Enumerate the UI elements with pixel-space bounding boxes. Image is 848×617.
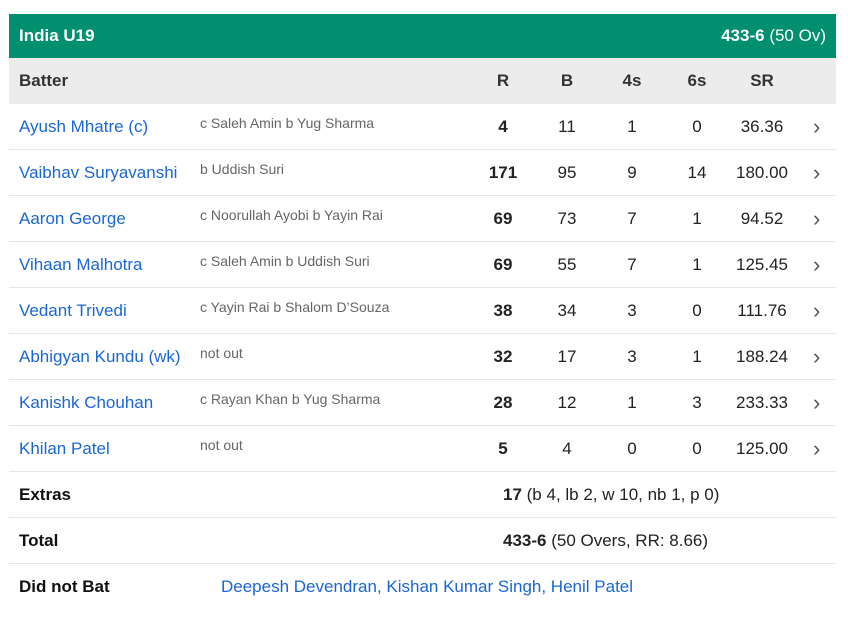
extras-label: Extras bbox=[19, 484, 71, 504]
total-score: 433-6 bbox=[503, 530, 547, 550]
col-6s: 6s bbox=[687, 71, 707, 90]
batter-row[interactable]: Aaron George c Noorullah Ayobi b Yayin R… bbox=[9, 196, 836, 242]
fours: 9 bbox=[627, 162, 637, 182]
col-r: R bbox=[496, 71, 510, 90]
strike-rate: 233.33 bbox=[736, 392, 788, 412]
scorecard: India U19 433-6 (50 Ov) Batter R B 4s 6s… bbox=[9, 14, 836, 610]
balls: 34 bbox=[557, 300, 577, 320]
chevron-right-icon[interactable]: › bbox=[813, 389, 821, 415]
col-4s: 4s bbox=[622, 71, 642, 90]
fours: 7 bbox=[627, 208, 637, 228]
batter-name[interactable]: Vihaan Malhotra bbox=[19, 254, 143, 274]
batter-name[interactable]: Kanishk Chouhan bbox=[19, 392, 154, 412]
batter-row[interactable]: Vedant Trivedi c Yayin Rai b Shalom D’So… bbox=[9, 288, 836, 334]
total-value: 433-6 (50 Overs, RR: 8.66) bbox=[503, 531, 708, 551]
batter-name[interactable]: Aaron George bbox=[19, 208, 126, 228]
sixes: 1 bbox=[692, 208, 702, 228]
runs: 32 bbox=[493, 346, 513, 366]
dismissal: c Saleh Amin b Uddish Suri bbox=[200, 252, 370, 269]
dismissal: c Saleh Amin b Yug Sharma bbox=[200, 114, 375, 131]
total-label: Total bbox=[19, 530, 59, 550]
chevron-right-icon[interactable]: › bbox=[813, 205, 821, 231]
strike-rate: 36.36 bbox=[740, 116, 784, 136]
fours: 3 bbox=[627, 346, 637, 366]
runs: 69 bbox=[493, 254, 513, 274]
dismissal: not out bbox=[200, 344, 243, 361]
sixes: 1 bbox=[692, 346, 702, 366]
batter-name[interactable]: Vaibhav Suryavanshi bbox=[19, 162, 178, 182]
balls: 95 bbox=[557, 162, 577, 182]
batter-row[interactable]: Khilan Patel not out 5 4 0 0 125.00 › bbox=[9, 426, 836, 472]
column-header-row: Batter R B 4s 6s SR bbox=[9, 58, 836, 104]
col-sr: SR bbox=[750, 71, 774, 90]
fours: 7 bbox=[627, 254, 637, 274]
sixes: 0 bbox=[692, 438, 702, 458]
fours: 3 bbox=[627, 300, 637, 320]
extras-total: 17 bbox=[503, 484, 522, 504]
balls: 4 bbox=[562, 438, 572, 458]
fours: 0 bbox=[627, 438, 637, 458]
chevron-right-icon[interactable]: › bbox=[813, 159, 821, 185]
strike-rate: 111.76 bbox=[737, 300, 787, 320]
sixes: 3 bbox=[692, 392, 702, 412]
overs: (50 Ov) bbox=[769, 26, 826, 45]
sixes: 14 bbox=[687, 162, 707, 182]
batter-name[interactable]: Khilan Patel bbox=[19, 438, 110, 458]
score-value: 433-6 bbox=[721, 26, 765, 45]
team-name: India U19 bbox=[19, 26, 95, 45]
balls: 17 bbox=[557, 346, 577, 366]
runs: 171 bbox=[488, 162, 518, 182]
strike-rate: 125.45 bbox=[736, 254, 788, 274]
runs: 4 bbox=[498, 116, 508, 136]
balls: 55 bbox=[557, 254, 577, 274]
sixes: 0 bbox=[692, 116, 702, 136]
col-batter: Batter bbox=[19, 71, 69, 90]
chevron-right-icon[interactable]: › bbox=[813, 435, 821, 461]
batter-name[interactable]: Abhigyan Kundu (wk) bbox=[19, 346, 181, 366]
team-score: 433-6 (50 Ov) bbox=[721, 26, 826, 46]
dismissal: c Noorullah Ayobi b Yayin Rai bbox=[200, 206, 383, 223]
chevron-right-icon[interactable]: › bbox=[813, 343, 821, 369]
total-detail: (50 Overs, RR: 8.66) bbox=[546, 530, 709, 550]
col-b: B bbox=[560, 71, 574, 90]
did-not-bat-players[interactable]: Deepesh Devendran, Kishan Kumar Singh, H… bbox=[221, 577, 634, 596]
strike-rate: 125.00 bbox=[736, 438, 788, 458]
dismissal: c Rayan Khan b Yug Sharma bbox=[200, 390, 381, 407]
balls: 73 bbox=[557, 208, 577, 228]
batter-name[interactable]: Ayush Mhatre (c) bbox=[19, 116, 149, 136]
runs: 5 bbox=[498, 438, 508, 458]
runs: 69 bbox=[493, 208, 513, 228]
extras-row: Extras 17 (b 4, lb 2, w 10, nb 1, p 0) bbox=[9, 472, 836, 518]
batter-row[interactable]: Abhigyan Kundu (wk) not out 32 17 3 1 18… bbox=[9, 334, 836, 380]
strike-rate: 94.52 bbox=[740, 208, 784, 228]
runs: 38 bbox=[493, 300, 513, 320]
chevron-right-icon[interactable]: › bbox=[813, 113, 821, 139]
batter-row[interactable]: Ayush Mhatre (c) c Saleh Amin b Yug Shar… bbox=[9, 104, 836, 150]
sixes: 0 bbox=[692, 300, 702, 320]
fours: 1 bbox=[627, 116, 637, 136]
team-header: India U19 433-6 (50 Ov) bbox=[9, 14, 836, 58]
runs: 28 bbox=[493, 392, 513, 412]
chevron-right-icon[interactable]: › bbox=[813, 297, 821, 323]
chevron-right-icon[interactable]: › bbox=[813, 251, 821, 277]
strike-rate: 180.00 bbox=[736, 162, 788, 182]
balls: 12 bbox=[557, 392, 577, 412]
did-not-bat-row: Did not Bat Deepesh Devendran, Kishan Ku… bbox=[9, 564, 836, 610]
did-not-bat-label: Did not Bat bbox=[19, 577, 110, 596]
dismissal: c Yayin Rai b Shalom D’Souza bbox=[200, 298, 390, 315]
batter-row[interactable]: Kanishk Chouhan c Rayan Khan b Yug Sharm… bbox=[9, 380, 836, 426]
strike-rate: 188.24 bbox=[736, 346, 788, 366]
fours: 1 bbox=[627, 392, 637, 412]
sixes: 1 bbox=[692, 254, 702, 274]
balls: 11 bbox=[558, 116, 576, 136]
batter-row[interactable]: Vihaan Malhotra c Saleh Amin b Uddish Su… bbox=[9, 242, 836, 288]
extras-value: 17 (b 4, lb 2, w 10, nb 1, p 0) bbox=[503, 485, 719, 505]
total-row: Total 433-6 (50 Overs, RR: 8.66) bbox=[9, 518, 836, 564]
dismissal: not out bbox=[200, 436, 243, 453]
batter-name[interactable]: Vedant Trivedi bbox=[19, 300, 127, 320]
extras-detail: (b 4, lb 2, w 10, nb 1, p 0) bbox=[521, 484, 720, 504]
batter-row[interactable]: Vaibhav Suryavanshi b Uddish Suri 171 95… bbox=[9, 150, 836, 196]
dismissal: b Uddish Suri bbox=[200, 160, 285, 177]
